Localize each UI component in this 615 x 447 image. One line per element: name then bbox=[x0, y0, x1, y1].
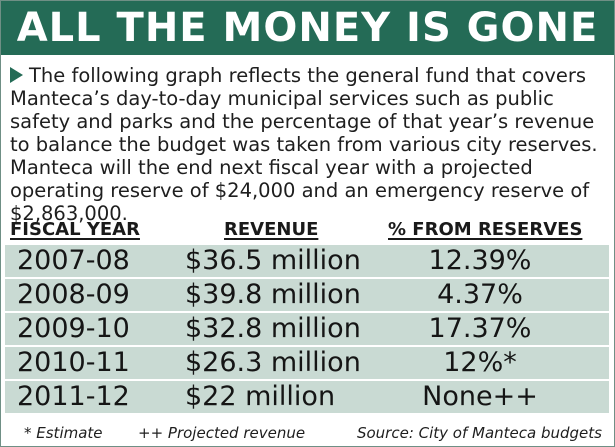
intro-text: The following graph reflects the general… bbox=[10, 64, 598, 225]
header-revenue: REVENUE bbox=[224, 219, 319, 240]
reserves-percent-cell: 12%* bbox=[443, 347, 517, 378]
table-row: 2010-11 $26.3 million 12%* bbox=[5, 347, 609, 379]
title-banner: ALL THE MONEY IS GONE bbox=[1, 1, 614, 55]
fiscal-year-cell: 2007-08 bbox=[17, 245, 130, 276]
table-row: 2007-08 $36.5 million 12.39% bbox=[5, 245, 609, 277]
fiscal-year-cell: 2011-12 bbox=[17, 381, 130, 412]
revenue-cell: $32.8 million bbox=[185, 313, 361, 344]
revenue-cell: $36.5 million bbox=[185, 245, 361, 276]
reserves-percent-cell: 17.37% bbox=[428, 313, 532, 344]
table-row: 2011-12 $22 million None++ bbox=[5, 381, 609, 413]
fiscal-year-cell: 2009-10 bbox=[17, 313, 130, 344]
revenue-cell: $39.8 million bbox=[185, 279, 361, 310]
table-header: FISCAL YEAR REVENUE % FROM RESERVES bbox=[10, 219, 606, 243]
fiscal-year-cell: 2010-11 bbox=[17, 347, 130, 378]
triangle-bullet-icon bbox=[10, 67, 23, 83]
fiscal-year-cell: 2008-09 bbox=[17, 279, 130, 310]
intro-paragraph: The following graph reflects the general… bbox=[10, 64, 606, 225]
source-credit: Source: City of Manteca budgets bbox=[356, 424, 602, 442]
table-row: 2008-09 $39.8 million 4.37% bbox=[5, 279, 609, 311]
estimate-footnote: * Estimate bbox=[24, 424, 103, 442]
page-title: ALL THE MONEY IS GONE bbox=[16, 5, 599, 51]
budget-table: 2007-08 $36.5 million 12.39% 2008-09 $39… bbox=[5, 245, 609, 415]
revenue-cell: $26.3 million bbox=[185, 347, 361, 378]
projected-footnote: ++ Projected revenue bbox=[138, 424, 306, 442]
reserves-percent-cell: 4.37% bbox=[437, 279, 523, 310]
revenue-cell: $22 million bbox=[185, 381, 336, 412]
footnotes: * Estimate ++ Projected revenue Source: … bbox=[12, 424, 608, 444]
header-percent-from-reserves: % FROM RESERVES bbox=[388, 219, 583, 240]
header-fiscal-year: FISCAL YEAR bbox=[10, 219, 140, 240]
reserves-percent-cell: 12.39% bbox=[428, 245, 532, 276]
table-row: 2009-10 $32.8 million 17.37% bbox=[5, 313, 609, 345]
reserves-percent-cell: None++ bbox=[422, 381, 538, 412]
